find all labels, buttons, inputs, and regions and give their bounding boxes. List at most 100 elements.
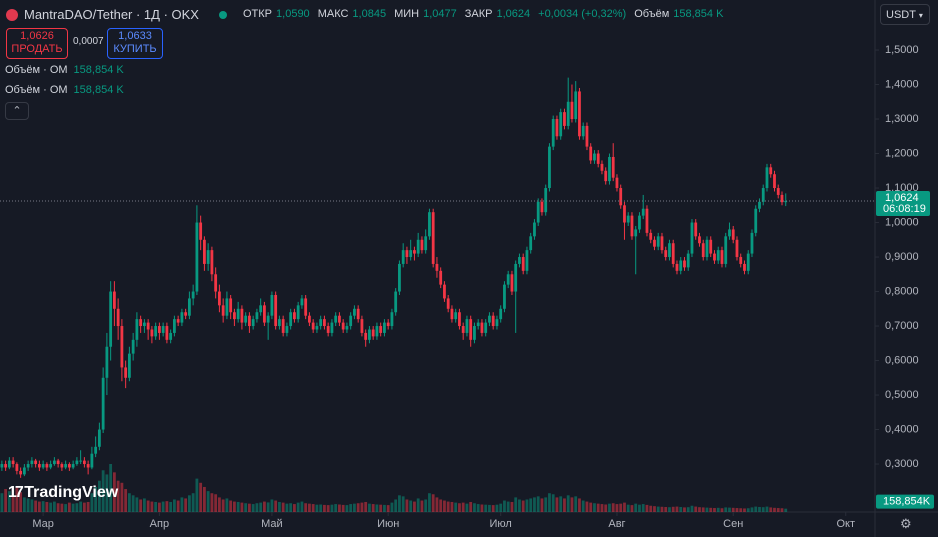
candle-body (548, 146, 551, 189)
volume-bar (330, 504, 334, 512)
candle-body (439, 270, 443, 285)
volume-bar (45, 501, 49, 512)
volume-bar (52, 501, 56, 512)
collapse-button[interactable]: ⌃ (5, 102, 29, 120)
volume-bar (116, 480, 120, 512)
volume-bar (461, 502, 465, 512)
candle-body (15, 464, 19, 471)
plot: 0,3000 0,4000 0,5000 0,6000 0,7000 0,8000 0,90… (0, 44, 934, 530)
volume-bar (728, 507, 731, 512)
volume-bar (184, 498, 188, 512)
ohlc-name: ОТКР (243, 8, 273, 20)
candle-body (424, 236, 428, 251)
volume-bar (578, 498, 581, 512)
candle-body (563, 112, 566, 126)
candle-body (664, 250, 668, 258)
volume-bar (585, 501, 589, 512)
volume-bar (431, 494, 435, 512)
volume-bar (251, 504, 255, 512)
volume-bar (518, 499, 521, 512)
volume-bar (180, 497, 184, 512)
volume-bar (225, 498, 229, 512)
candle-body (233, 312, 236, 320)
volume-bar (780, 508, 784, 512)
candle-body (495, 319, 499, 327)
volume-bar (690, 505, 694, 512)
volume-bar (285, 503, 289, 512)
candle-body (131, 339, 135, 354)
candle-body (135, 319, 139, 340)
volume-bar (626, 504, 630, 512)
candle-body (75, 460, 79, 465)
volume-bar (611, 503, 615, 512)
candle-body (735, 239, 739, 258)
ohlc-value: 1,0590 (276, 8, 310, 20)
y-tick-label: 0,4000 (885, 423, 919, 435)
candle-body (248, 315, 251, 327)
candle-body (611, 156, 615, 178)
volume-bar (514, 497, 518, 512)
brand: 17 TradingView (8, 484, 119, 501)
buy-button[interactable]: 1,0633 КУПИТЬ (107, 28, 163, 59)
currency-select[interactable]: USDT ▾ (880, 4, 930, 25)
volume-bar (120, 482, 124, 512)
volume-bar (544, 497, 548, 512)
candle-body (165, 326, 169, 340)
candle-body (405, 250, 409, 258)
candle-body (22, 467, 26, 475)
volume-bar (281, 502, 285, 512)
volume-bar (679, 506, 683, 512)
volume-bar (304, 503, 308, 512)
candle-body (360, 319, 364, 333)
volume-bar (536, 496, 540, 512)
sell-button[interactable]: 1,0626 ПРОДАТЬ (6, 28, 68, 59)
candle-body (263, 305, 266, 323)
volume-bar (37, 501, 41, 512)
candle-body (461, 326, 465, 333)
candle-body (476, 322, 480, 327)
price-tag-label: 1,0624 (885, 192, 919, 204)
price-tag (876, 191, 930, 217)
candle-body (585, 125, 589, 147)
volume-bar (146, 500, 150, 512)
volume-bar (94, 486, 98, 512)
candle-body (551, 119, 555, 147)
volume-bar (289, 503, 293, 512)
candle-body (683, 260, 686, 268)
candle-body (518, 257, 521, 264)
legend-name: Объём · OM (5, 64, 68, 76)
volume-bar (157, 502, 161, 512)
ohlc-value: 1,0624 (496, 8, 531, 20)
ohlc-value: 1,0477 (423, 8, 457, 20)
candle-body (743, 263, 746, 271)
volume-bar (675, 506, 679, 512)
candle-body (270, 294, 274, 316)
volume-bar (127, 493, 131, 512)
volume-value: 158,854 K (673, 8, 724, 20)
candle-body (581, 125, 585, 137)
candle-body (686, 253, 690, 268)
volume-bar (563, 498, 566, 512)
volume-bar (7, 491, 11, 512)
candle-body (465, 319, 469, 333)
volume-bar (724, 507, 728, 512)
volume-bar (773, 507, 776, 512)
candle-body (157, 326, 161, 333)
buy-label: КУПИТЬ (113, 43, 157, 55)
volume-bar (26, 498, 30, 512)
candle-body (443, 284, 446, 299)
candle-body (161, 326, 165, 333)
candle-body (555, 119, 559, 137)
volume-bar (19, 492, 23, 512)
volume-bar (341, 504, 345, 512)
symbol[interactable]: MantraDAO/Tether · 1Д · OKX (6, 7, 227, 22)
candle-body (596, 153, 600, 164)
volume-bar (619, 503, 623, 512)
volume-bar (484, 504, 488, 512)
symbol-title[interactable]: MantraDAO/Tether · 1Д · OKX (24, 7, 199, 22)
candle-body (285, 326, 289, 333)
candle-body (656, 236, 660, 247)
settings-icon[interactable]: ⚙ (900, 516, 912, 531)
candle-body (86, 464, 90, 468)
candle-body (184, 312, 188, 316)
